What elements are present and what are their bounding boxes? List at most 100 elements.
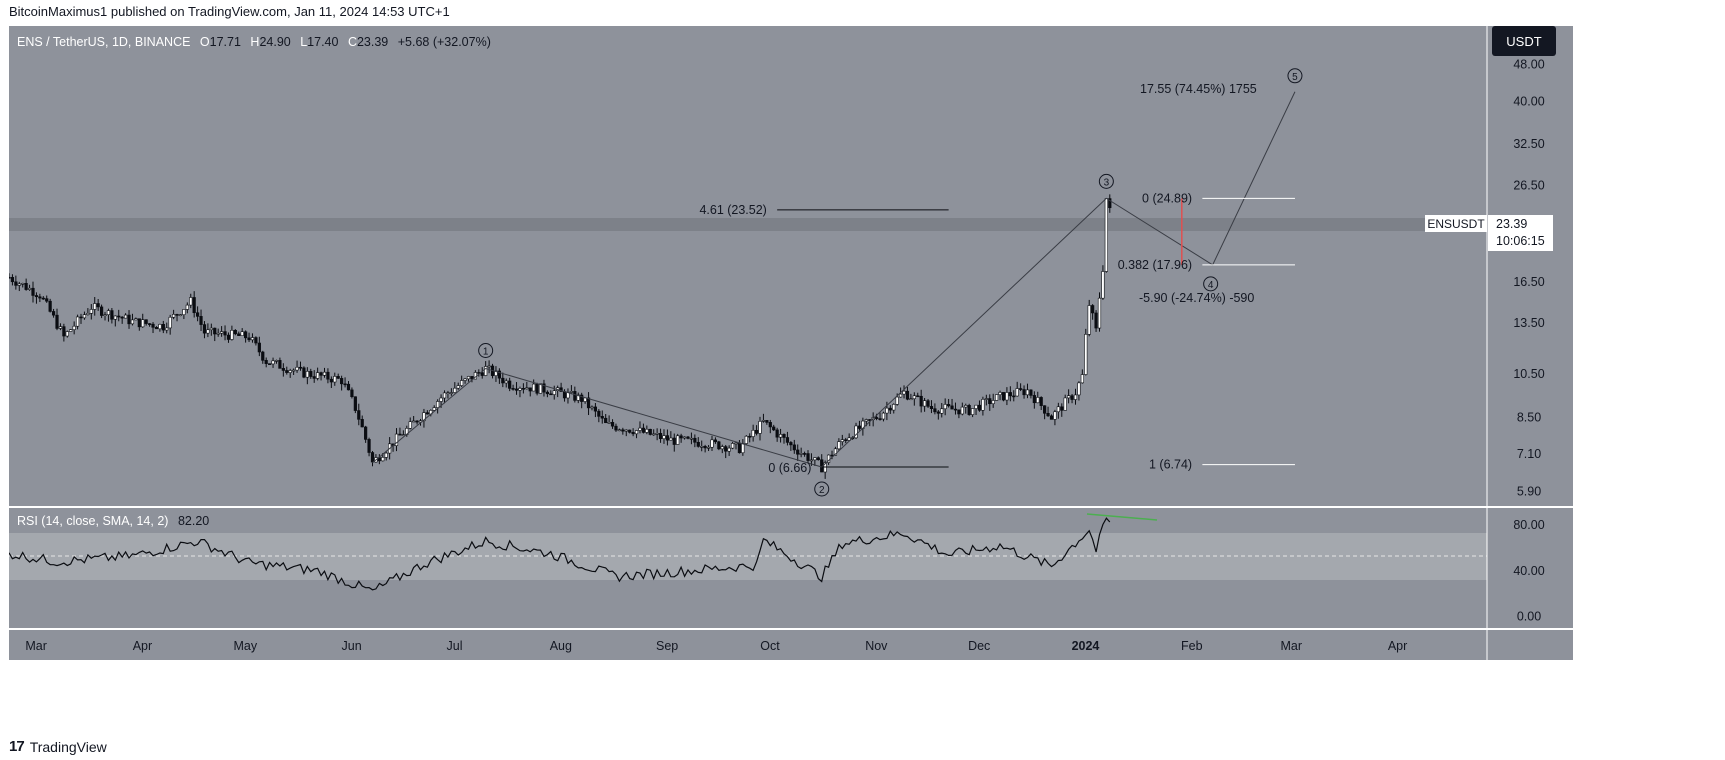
currency-button[interactable]: USDT (1492, 26, 1556, 56)
candle-body (669, 437, 673, 441)
candle-body (837, 441, 841, 450)
candle-body (799, 453, 803, 455)
candle-body (518, 388, 522, 391)
candle-body (216, 332, 220, 335)
candle-body (295, 366, 299, 371)
candle-body (309, 371, 313, 377)
price-tick-label: 5.90 (1517, 485, 1541, 499)
candle-body (336, 376, 340, 379)
legend-low-value: 17.40 (307, 35, 338, 49)
candle-body (1067, 395, 1071, 399)
candle-body (439, 397, 443, 402)
candle-body (319, 372, 323, 376)
candle-body (271, 360, 275, 365)
time-axis-area[interactable] (9, 630, 1573, 660)
candle-body (1108, 198, 1112, 209)
candle-body (796, 449, 800, 455)
rsi-axis-area[interactable] (1487, 508, 1573, 628)
candle-body (226, 334, 231, 340)
candle-body (844, 439, 848, 441)
candle-body (487, 365, 491, 368)
candle-body (175, 314, 179, 316)
candle-body (895, 396, 899, 405)
price-pane[interactable] (9, 26, 1487, 506)
candle-body (768, 422, 772, 428)
candle-body (665, 435, 670, 441)
candle-body (785, 437, 790, 443)
candle-body (727, 447, 731, 452)
candle-body (761, 420, 766, 422)
candle-body (123, 314, 128, 319)
candle-body (412, 420, 416, 423)
candle-body (700, 445, 704, 448)
candle-body (268, 363, 272, 365)
candle-body (772, 426, 776, 431)
candle-body (864, 419, 868, 422)
candle-body (261, 351, 265, 361)
candle-body (748, 435, 752, 438)
candle-body (350, 389, 354, 398)
rsi-label: RSI (14, close, SMA, 14, 2) (17, 514, 168, 528)
candle-body (549, 393, 553, 396)
candle-body (1080, 374, 1084, 384)
candle-body (706, 446, 711, 449)
fib-1-label: 1 (6.74) (1149, 458, 1192, 472)
candle-body (1043, 405, 1047, 414)
candle-body (943, 404, 947, 410)
candle-body (641, 427, 646, 433)
candle-body (929, 406, 934, 409)
candle-body (532, 383, 536, 392)
candle-body (196, 312, 200, 317)
time-tick-label: Apr (1388, 639, 1407, 653)
candle-body (902, 390, 906, 395)
candle-body (281, 368, 285, 371)
tradingview-brand: TradingView (29, 738, 107, 755)
tradingview-logo[interactable]: 17 TradingView (9, 738, 107, 755)
candle-body (117, 315, 121, 318)
candle-body (710, 439, 714, 448)
candle-body (89, 309, 93, 314)
candle-body (1005, 392, 1009, 401)
candle-body (535, 383, 539, 394)
candle-body (7, 276, 11, 279)
price-tick-label: 10.50 (1513, 367, 1544, 381)
candle-body (329, 378, 333, 383)
candle-body (274, 360, 279, 362)
resistance-label: 4.61 (23.52) (699, 203, 766, 217)
candle-body (833, 448, 838, 456)
candle-body (734, 442, 738, 445)
candle-body (147, 323, 152, 325)
candle-body (854, 425, 858, 439)
candle-body (672, 437, 676, 445)
time-tick-label: 2024 (1072, 639, 1100, 653)
candle-body (1046, 413, 1050, 417)
fib-0-label: 0 (24.89) (1142, 191, 1192, 205)
candle-body (381, 457, 385, 462)
candle-body (220, 331, 224, 334)
candle-body (847, 437, 851, 441)
wave-marker-circle-2 (814, 481, 830, 497)
candle-body (1084, 334, 1088, 375)
wave-marker-label-4: 4 (1208, 280, 1214, 291)
candle-body (693, 437, 697, 443)
legend-change: +5.68 (+32.07%) (398, 35, 491, 49)
candle-body (134, 318, 138, 321)
candle-body (923, 400, 927, 407)
candle-body (1022, 389, 1026, 396)
candle-body (278, 360, 282, 369)
candle-body (415, 420, 419, 423)
candle-body (1001, 392, 1006, 401)
candle-body (384, 452, 388, 458)
candle-body (1094, 312, 1098, 329)
candle-body (312, 376, 316, 379)
price-axis-area[interactable] (1487, 26, 1573, 506)
candle-body (940, 408, 944, 414)
chart-canvas[interactable]: 17.55 (74.45%) 1755 4.61 (23.52) 0 (6.66) -… (7, 26, 1717, 726)
candle-body (658, 433, 663, 439)
candle-body (72, 325, 76, 330)
candle-body (947, 404, 951, 407)
candle-body (401, 434, 405, 436)
candle-body (75, 316, 80, 327)
candle-body (257, 342, 261, 353)
wave-marker-circle-5 (1287, 68, 1303, 84)
